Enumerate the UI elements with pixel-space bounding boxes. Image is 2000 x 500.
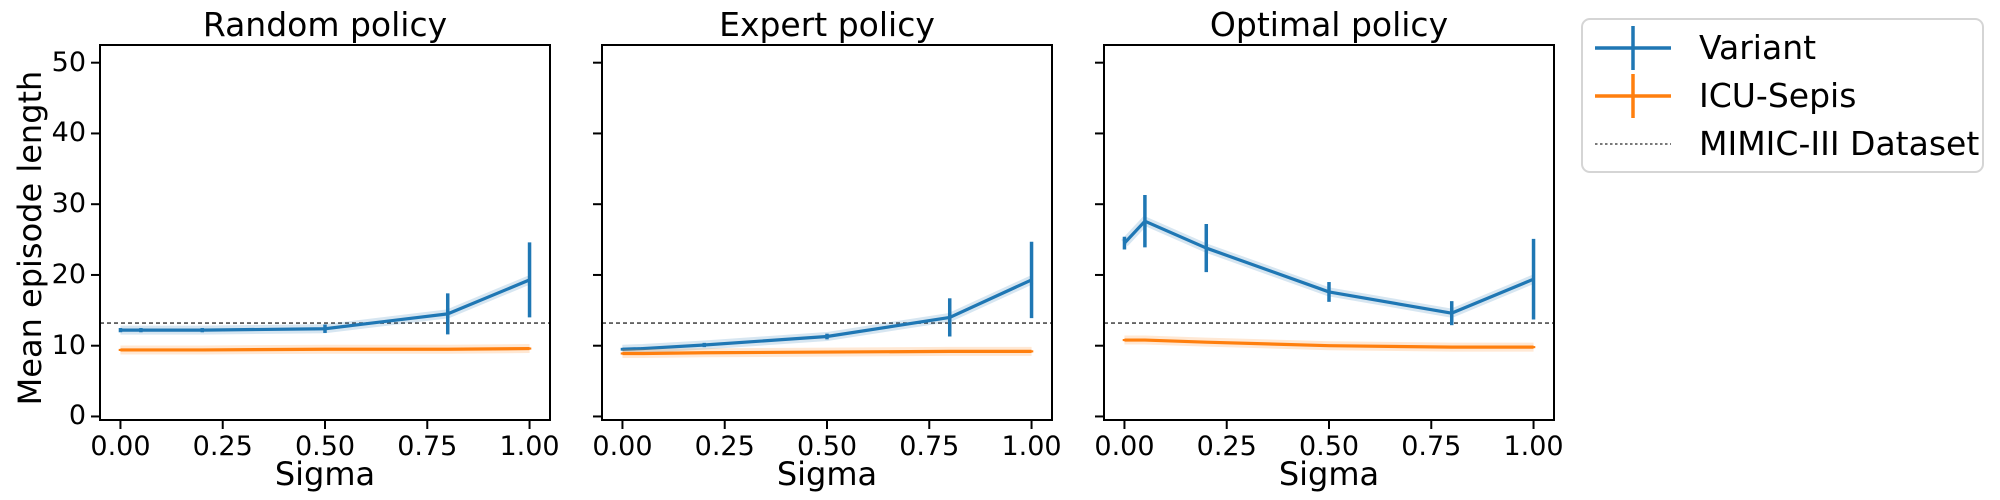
legend-item-variant: Variant: [1593, 24, 1974, 72]
legend-label: MIMIC-III Dataset: [1699, 124, 1980, 163]
legend-item-mimic-iii-dataset: MIMIC-III Dataset: [1593, 120, 1979, 168]
y-tick-label: 50: [51, 46, 86, 78]
x-tick-label: 0.75: [1401, 431, 1462, 462]
dashed-line-glyph-icon: [1595, 143, 1671, 145]
icu-sepis-line: [1124, 338, 1534, 349]
legend-label: ICU-Sepis: [1699, 76, 1857, 115]
y-tick-label: 20: [51, 258, 86, 290]
x-axis-label: Sigma: [1278, 455, 1380, 493]
y-tick-label: 0: [68, 400, 86, 432]
variant-line: [120, 278, 531, 332]
x-tick-label: 0.50: [1298, 431, 1360, 462]
plot-area-expert-policy: [593, 44, 1053, 429]
x-tick-label: 0.00: [1094, 431, 1155, 462]
x-tick-label: 0.75: [899, 431, 960, 462]
axes-frame: [99, 44, 551, 421]
x-tick-label: 0.25: [1196, 431, 1257, 462]
x-tick-label: 1.00: [499, 431, 560, 462]
plot-title-expert-policy: Expert policy: [719, 5, 935, 44]
errorbar-glyph-icon: [1595, 74, 1671, 118]
subplot-expert-policy: Expert policy Sigma 0.00 0.25 0.50 0.75 1.00: [592, 0, 1061, 500]
errorbar-glyph-icon: [1595, 26, 1671, 70]
x-axis-label: Sigma: [776, 455, 878, 493]
x-tick-label: 0.25: [192, 431, 253, 462]
x-tick-label: 0.50: [294, 431, 356, 462]
y-tick-label: 30: [51, 188, 86, 220]
plot-area-optimal-policy: [1095, 44, 1555, 429]
subplot-random-policy: Random policy Sigma 0.00 0.25 0.50 0.75 1.00…: [52, 0, 560, 500]
x-tick-label: 0.75: [397, 431, 458, 462]
legend-label: Variant: [1699, 28, 1817, 67]
variant-line: [622, 278, 1033, 351]
legend-item-icu-sepis: ICU-Sepis: [1593, 72, 1974, 120]
plot-area-random-policy: [91, 44, 551, 429]
x-tick-label: 0.25: [694, 431, 755, 462]
x-tick-label: 1.00: [1503, 431, 1564, 462]
x-tick-label: 0.50: [796, 431, 858, 462]
icu-sepis-line: [622, 349, 1032, 356]
icu-sepis-line: [120, 346, 530, 352]
axes-frame: [601, 44, 1053, 421]
y-tick-label: 40: [51, 117, 86, 149]
plot-title-random-policy: Random policy: [202, 5, 448, 44]
legend: Variant ICU-Sepis MIMIC-III Dataset: [1581, 18, 1984, 173]
y-tick-label: 10: [51, 329, 86, 361]
x-tick-label: 1.00: [1001, 431, 1062, 462]
x-tick-label: 0.00: [90, 431, 151, 462]
subplot-optimal-policy: Optimal policy Sigma 0.00 0.25 0.50 0.75 1.0…: [1094, 0, 1563, 500]
x-tick-label: 0.00: [592, 431, 653, 462]
plot-title-optimal-policy: Optimal policy: [1209, 5, 1449, 44]
x-axis-label: Sigma: [274, 455, 376, 493]
variant-line: [1123, 219, 1535, 315]
